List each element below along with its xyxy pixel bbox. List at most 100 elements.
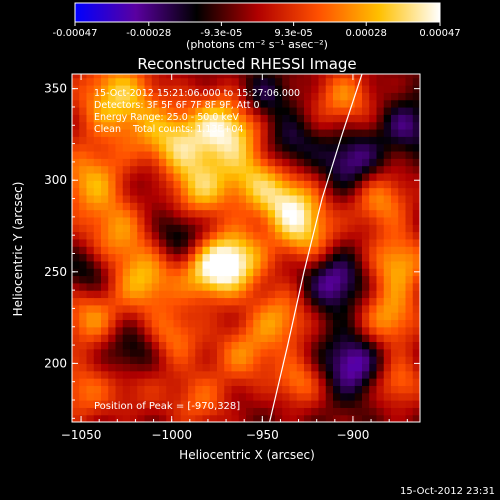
heatmap-cell	[144, 99, 153, 108]
heatmap-cell	[166, 356, 175, 364]
heatmap-cell	[398, 84, 407, 93]
heatmap-cell	[362, 165, 370, 174]
heatmap-cell	[101, 202, 109, 211]
heatmap-cell	[296, 209, 305, 218]
heatmap-cell	[224, 246, 233, 255]
heatmap-cell	[398, 407, 407, 416]
heatmap-cell	[238, 194, 247, 203]
heatmap-cell	[289, 290, 298, 299]
heatmap-cell	[318, 224, 327, 233]
heatmap-cell	[159, 370, 167, 379]
heatmap-cell	[144, 312, 153, 321]
heatmap-cell	[209, 407, 218, 416]
heatmap-cell	[180, 209, 189, 218]
heatmap-cell	[101, 275, 109, 284]
heatmap-cell	[311, 275, 320, 284]
heatmap-cell	[347, 106, 356, 115]
heatmap-cell	[101, 385, 109, 394]
heatmap-cell	[209, 84, 218, 93]
heatmap-cell	[369, 158, 378, 167]
heatmap-cell	[101, 180, 109, 189]
heatmap-cell	[282, 378, 291, 386]
heatmap-cell	[347, 341, 356, 350]
heatmap-cell	[188, 143, 196, 152]
heatmap-cell	[108, 238, 117, 247]
heatmap-cell	[209, 158, 218, 167]
heatmap-cell	[376, 290, 385, 299]
heatmap-cell	[238, 106, 247, 115]
heatmap-cell	[267, 180, 276, 189]
heatmap-cell	[159, 143, 167, 152]
heatmap-cell	[202, 231, 211, 240]
heatmap-cell	[369, 363, 378, 372]
heatmap-cell	[289, 414, 298, 422]
heatmap-cell	[296, 238, 305, 247]
heatmap-cell	[122, 172, 131, 181]
heatmap-cell	[318, 187, 327, 196]
heatmap-cell	[238, 378, 247, 386]
heatmap-cell	[275, 92, 283, 101]
heatmap-cell	[398, 136, 407, 145]
heatmap-cell	[362, 194, 370, 203]
heatmap-cell	[173, 385, 182, 394]
heatmap-cell	[115, 392, 124, 401]
heatmap-cell	[130, 319, 138, 328]
heatmap-cell	[166, 392, 175, 401]
heatmap-cell	[101, 312, 109, 321]
heatmap-cell	[347, 275, 356, 284]
heatmap-cell	[311, 341, 320, 350]
heatmap-cell	[340, 326, 349, 335]
heatmap-cell	[79, 341, 88, 350]
heatmap-cell	[282, 260, 291, 269]
heatmap-cell	[159, 246, 167, 255]
heatmap-cell	[267, 165, 276, 174]
heatmap-cell	[173, 304, 182, 313]
heatmap-cell	[137, 304, 146, 313]
heatmap-cell	[369, 400, 378, 408]
heatmap-cell	[209, 363, 218, 372]
plot-frame	[71, 73, 421, 423]
heatmap-cell	[347, 136, 356, 145]
heatmap-cell	[362, 319, 370, 328]
heatmap-cell	[144, 216, 153, 225]
heatmap-cell	[340, 92, 349, 101]
heatmap-cell	[173, 165, 182, 174]
heatmap-cell	[122, 400, 131, 408]
heatmap-cell	[188, 334, 196, 343]
heatmap-cell	[304, 180, 312, 189]
heatmap-cell	[72, 224, 80, 233]
heatmap-cell	[311, 150, 320, 159]
heatmap-cell	[122, 77, 131, 86]
heatmap-cell	[209, 77, 218, 86]
heatmap-cell	[144, 392, 153, 401]
heatmap-cell	[217, 341, 225, 350]
heatmap-cell	[224, 356, 233, 364]
heatmap-cell	[166, 150, 175, 159]
heatmap-cell	[376, 238, 385, 247]
heatmap-cell	[318, 172, 327, 181]
heatmap-cell	[72, 363, 80, 372]
heatmap-cell	[209, 74, 218, 79]
heatmap-cell	[202, 172, 211, 181]
heatmap-cell	[115, 326, 124, 335]
heatmap-cell	[137, 400, 146, 408]
heatmap-cell	[282, 209, 291, 218]
heatmap-cell	[275, 77, 283, 86]
heatmap-cell	[325, 231, 334, 240]
heatmap-cell	[347, 165, 356, 174]
heatmap-cell	[289, 238, 298, 247]
heatmap-cell	[412, 74, 420, 79]
heatmap-cell	[318, 246, 327, 255]
heatmap-cell	[173, 392, 182, 401]
heatmap-cell	[376, 378, 385, 386]
heatmap-cell	[391, 356, 399, 364]
heatmap-cell	[362, 268, 370, 277]
heatmap-cell	[325, 392, 334, 401]
heatmap-cell	[405, 414, 414, 422]
heatmap-cell	[246, 378, 254, 386]
heatmap-cell	[398, 414, 407, 422]
heatmap-cell	[282, 136, 291, 145]
heatmap-cell	[202, 385, 211, 394]
heatmap-cell	[304, 143, 312, 152]
heatmap-cell	[122, 407, 131, 416]
